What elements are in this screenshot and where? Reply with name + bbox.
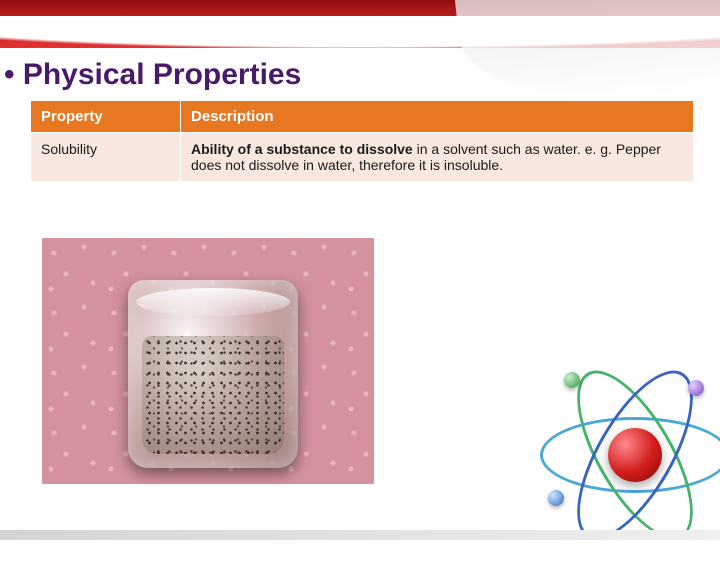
water-in-jar bbox=[142, 336, 284, 454]
pepper-in-water-photo bbox=[42, 238, 374, 484]
electron-blue bbox=[548, 490, 564, 506]
pepper-flakes bbox=[142, 336, 284, 454]
nucleus bbox=[608, 428, 662, 482]
header-property: Property bbox=[31, 101, 181, 133]
cell-description: Ability of a substance to dissolve in a … bbox=[181, 133, 694, 182]
banner-swoosh bbox=[455, 0, 720, 116]
table-header-row: Property Description bbox=[31, 101, 694, 133]
bottom-bar bbox=[0, 530, 720, 540]
slide-title: • Physical Properties bbox=[4, 58, 301, 92]
header-description: Description bbox=[181, 101, 694, 133]
electron-purple bbox=[688, 380, 704, 396]
top-banner bbox=[0, 0, 720, 48]
glass-jar bbox=[128, 280, 298, 468]
electron-green bbox=[564, 372, 580, 388]
properties-table: Property Description Solubility Ability … bbox=[30, 100, 694, 182]
table-row: Solubility Ability of a substance to dis… bbox=[31, 133, 694, 182]
description-bold: Ability of a substance to dissolve bbox=[191, 141, 413, 157]
cell-property: Solubility bbox=[31, 133, 181, 182]
